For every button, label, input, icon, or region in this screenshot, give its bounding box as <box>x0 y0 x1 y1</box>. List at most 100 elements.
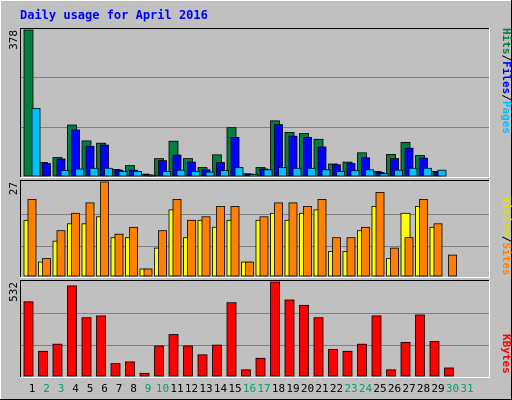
bar-pages-day-9 <box>147 174 157 177</box>
bar-pages-day-13 <box>205 171 215 177</box>
bar-sites-day-27 <box>404 237 414 277</box>
x-tick-label-day-30: 30 <box>446 382 459 395</box>
x-tick-label-day-8: 8 <box>130 382 137 395</box>
x-tick-label-day-28: 28 <box>417 382 430 395</box>
bar-sites-day-16 <box>245 261 254 277</box>
legend-visits: Visits <box>500 196 512 236</box>
bar-pages-day-5 <box>89 167 99 177</box>
bar-kbytes-day-6 <box>96 315 106 377</box>
bar-pages-day-12 <box>191 170 200 177</box>
bar-pages-day-11 <box>176 169 186 177</box>
x-tick-label-day-22: 22 <box>330 382 343 395</box>
bar-pages-day-27 <box>408 167 418 177</box>
bar-sites-day-12 <box>187 219 196 277</box>
bar-sites-day-8 <box>129 226 138 277</box>
bar-sites-day-11 <box>172 198 182 277</box>
x-tick-label-day-18: 18 <box>272 382 285 395</box>
legend-hits: Hits <box>500 28 512 55</box>
x-tick-label-day-29: 29 <box>431 382 444 395</box>
x-tick-label-day-25: 25 <box>373 382 386 395</box>
bar-sites-day-10 <box>158 230 167 277</box>
middle-right-legend: Visits/Sites <box>500 196 512 276</box>
x-tick-label-day-1: 1 <box>29 382 36 395</box>
x-tick-label-day-4: 4 <box>72 382 79 395</box>
bar-kbytes-day-29 <box>429 341 440 377</box>
bar-pages-day-6 <box>104 167 113 177</box>
bar-pages-day-3 <box>60 170 70 177</box>
middle-y-max-label: 27 <box>7 182 20 195</box>
top-right-legend: Hits/Files/Pages <box>500 28 512 134</box>
x-tick-label-day-23: 23 <box>344 382 357 395</box>
bar-sites-day-19 <box>288 202 298 277</box>
bottom-right-legend: KBytes <box>500 334 512 374</box>
bar-kbytes-day-21 <box>313 317 324 377</box>
x-tick-label-day-11: 11 <box>170 382 183 395</box>
x-tick-label-day-20: 20 <box>301 382 314 395</box>
bottom-y-max-label: 532 <box>7 282 20 302</box>
bar-kbytes-day-24 <box>357 343 367 377</box>
bar-pages-day-7 <box>118 170 128 177</box>
bar-pages-day-14 <box>220 170 229 177</box>
bar-kbytes-day-23 <box>342 350 353 377</box>
bar-pages-day-22 <box>336 170 345 177</box>
bar-kbytes-day-15 <box>226 302 237 377</box>
x-tick-label-day-2: 2 <box>43 382 50 395</box>
bar-pages-day-1 <box>31 108 41 177</box>
bar-pages-day-20 <box>307 167 316 177</box>
x-tick-label-day-7: 7 <box>116 382 123 395</box>
bar-sites-day-29 <box>433 223 443 277</box>
bar-kbytes-day-25 <box>371 315 382 377</box>
x-tick-label-day-10: 10 <box>156 382 169 395</box>
x-tick-label-day-31: 31 <box>460 382 473 395</box>
bar-kbytes-day-13 <box>197 354 208 377</box>
bar-sites-day-5 <box>85 202 95 277</box>
bar-sites-day-24 <box>361 226 370 277</box>
bar-pages-day-19 <box>292 167 302 177</box>
x-tick-label-day-12: 12 <box>185 382 198 395</box>
bar-sites-day-26 <box>390 247 399 277</box>
legend-pages: Pages <box>500 101 512 134</box>
bar-pages-day-16 <box>249 174 258 177</box>
bar-sites-day-13 <box>201 216 211 277</box>
bar-files-day-2 <box>42 163 51 177</box>
bar-sites-day-22 <box>332 237 341 277</box>
bar-sites-day-9 <box>143 268 153 277</box>
bar-kbytes-day-10 <box>154 345 164 377</box>
bar-pages-day-10 <box>162 170 171 177</box>
bar-pages-day-8 <box>133 170 142 177</box>
bar-sites-day-7 <box>114 233 124 277</box>
bar-sites-day-20 <box>303 205 312 277</box>
bar-kbytes-day-30 <box>444 367 454 377</box>
bar-sites-day-2 <box>42 258 51 277</box>
bars-layer <box>23 29 457 377</box>
bar-kbytes-day-4 <box>67 285 77 377</box>
bar-pages-day-15 <box>234 167 244 177</box>
bar-sites-day-14 <box>216 205 225 277</box>
x-tick-label-day-3: 3 <box>58 382 65 395</box>
bar-sites-day-3 <box>56 230 66 277</box>
bar-kbytes-day-27 <box>400 341 411 377</box>
bar-kbytes-day-19 <box>284 299 295 377</box>
legend-kbytes: KBytes <box>500 334 512 374</box>
bar-sites-day-17 <box>259 216 269 277</box>
bar-pages-day-28 <box>423 167 432 177</box>
x-tick-label-day-19: 19 <box>286 382 299 395</box>
bar-sites-day-18 <box>274 202 283 277</box>
x-tick-label-day-13: 13 <box>199 382 212 395</box>
bar-kbytes-day-9 <box>139 372 150 377</box>
bar-hits-day-1 <box>23 29 34 177</box>
bar-pages-day-17 <box>263 169 273 177</box>
bar-kbytes-day-1 <box>23 301 34 377</box>
x-tick-label-day-27: 27 <box>402 382 415 395</box>
x-tick-label-day-6: 6 <box>101 382 108 395</box>
bar-sites-day-25 <box>375 191 385 277</box>
bar-pages-day-24 <box>365 169 374 177</box>
bar-kbytes-day-22 <box>328 349 338 377</box>
bar-kbytes-day-2 <box>38 350 48 377</box>
bar-pages-day-18 <box>278 167 287 177</box>
bar-sites-day-1 <box>27 198 37 277</box>
bar-kbytes-day-7 <box>110 363 121 377</box>
x-tick-label-day-16: 16 <box>243 382 256 395</box>
